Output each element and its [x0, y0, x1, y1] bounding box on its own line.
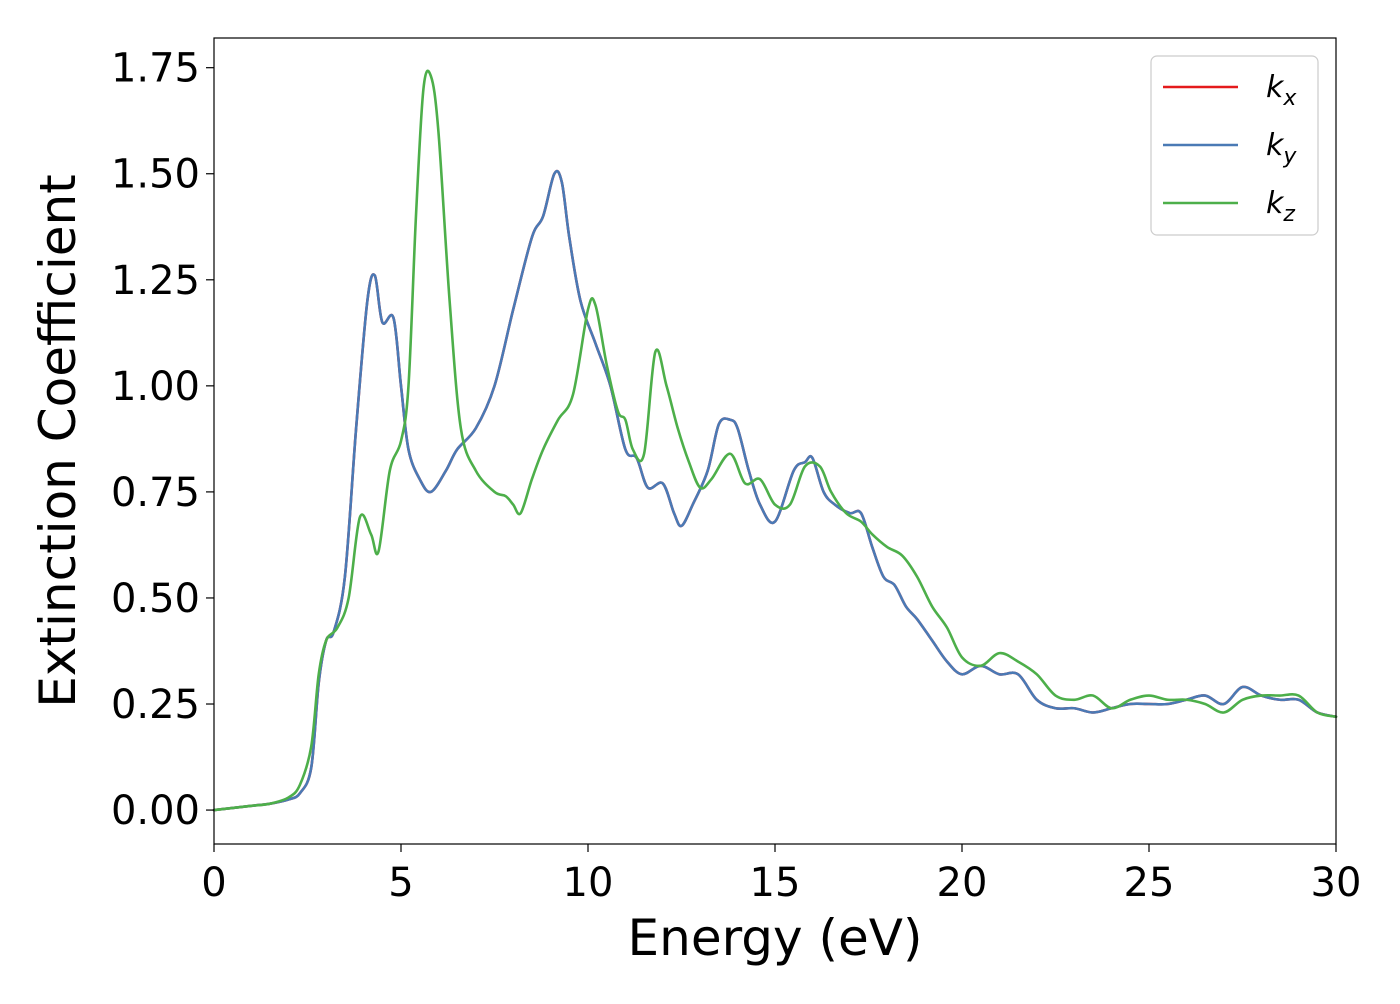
- y-tick-label: 1.25: [111, 258, 200, 304]
- x-tick-label: 15: [750, 860, 801, 906]
- plot-lines: [212, 69, 1338, 812]
- x-tick-label: 10: [563, 860, 614, 906]
- y-tick-label: 1.75: [111, 46, 200, 92]
- x-tick-label: 30: [1311, 860, 1362, 906]
- legend-label-x: kx: [1266, 70, 1297, 111]
- legend-label-z: kz: [1266, 186, 1295, 227]
- y-axis-ticks: 0.00 0.25 0.50 0.75 1.00 1.25 1.50 1.75: [111, 46, 214, 834]
- series-line-z: [212, 69, 1338, 812]
- y-tick-label: 0.50: [111, 576, 200, 622]
- y-axis-title: Extinction Coefficient: [29, 174, 87, 708]
- x-axis-ticks: 0 5 10 15 20 25 30: [201, 844, 1361, 906]
- x-tick-label: 20: [937, 860, 988, 906]
- x-tick-label: 25: [1124, 860, 1175, 906]
- x-tick-label: 0: [201, 860, 226, 906]
- y-tick-label: 1.50: [111, 152, 200, 198]
- legend: kx ky kz: [1150, 55, 1319, 236]
- x-tick-label: 5: [388, 860, 413, 906]
- series-line-y: [212, 169, 1338, 812]
- y-tick-label: 0.75: [111, 470, 200, 516]
- y-tick-label: 0.00: [111, 788, 200, 834]
- x-axis-title: Energy (eV): [628, 909, 923, 967]
- y-tick-label: 0.25: [111, 682, 200, 728]
- legend-label-y: ky: [1266, 128, 1297, 169]
- y-tick-label: 1.00: [111, 364, 200, 410]
